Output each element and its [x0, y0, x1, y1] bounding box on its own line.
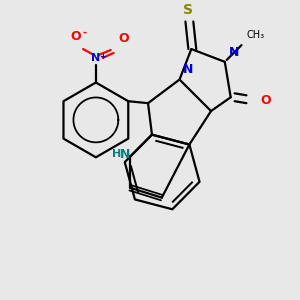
Text: -: -	[82, 27, 86, 37]
Text: S: S	[183, 3, 194, 16]
Text: O: O	[260, 94, 271, 107]
Text: N: N	[229, 46, 239, 59]
Text: O: O	[70, 30, 80, 43]
Text: H: H	[112, 149, 121, 159]
Text: N: N	[91, 53, 101, 63]
Text: O: O	[118, 32, 129, 45]
Text: +: +	[99, 52, 106, 61]
Text: N: N	[182, 63, 193, 76]
Text: CH₃: CH₃	[246, 30, 265, 40]
Text: N: N	[120, 148, 130, 161]
